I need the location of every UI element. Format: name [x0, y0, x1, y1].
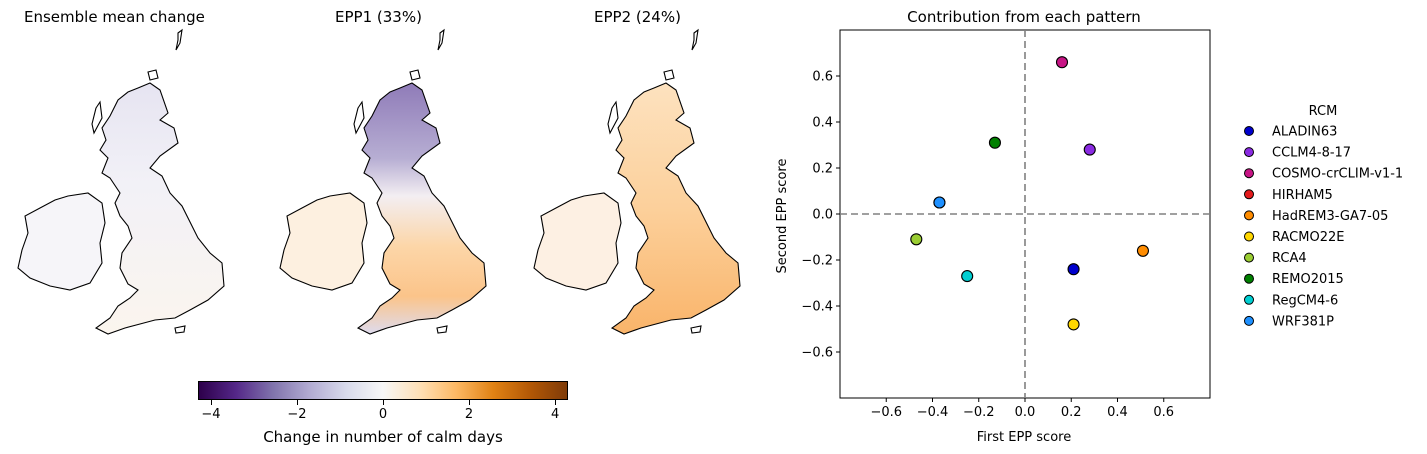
- point-aladin63: [1067, 263, 1080, 276]
- ireland-shape: [279, 192, 368, 291]
- legend-label-cosmo-crclim-v1-1: COSMO-crCLIM-v1-1: [1272, 167, 1403, 182]
- x-tick-label: −0.6: [870, 405, 902, 420]
- colorbar-tick-label: 0: [378, 407, 388, 422]
- x-tick-label: 0.2: [1061, 405, 1082, 420]
- legend-marker-regcm4-6: [1244, 294, 1254, 305]
- point-wrf381p: [933, 196, 946, 209]
- y-tick-label: 0.0: [812, 208, 833, 223]
- colorbar-gradient: [198, 381, 568, 400]
- x-tick-label: −0.4: [917, 405, 949, 420]
- y-tick-label: −0.4: [801, 300, 833, 315]
- colorbar-tick: [296, 400, 298, 405]
- map-title-epp2: EPP2 (24%): [594, 8, 681, 26]
- colorbar-tick-label: 2: [464, 407, 474, 422]
- x-tick-label: 0.6: [1153, 405, 1174, 420]
- y-tick-label: −0.6: [801, 346, 833, 361]
- legend-marker-cosmo-crclim-v1-1: [1244, 168, 1254, 179]
- x-tick-label: 0.4: [1107, 405, 1128, 420]
- legend-label-wrf381p: WRF381P: [1272, 314, 1334, 329]
- chart-title: Contribution from each pattern: [907, 8, 1141, 26]
- y-tick-label: 0.4: [812, 116, 833, 131]
- colorbar-label: Change in number of calm days: [263, 428, 503, 446]
- legend-label-cclm4-8-17: CCLM4-8-17: [1272, 146, 1351, 161]
- iow-shape: [690, 325, 702, 334]
- y-tick-label: 0.6: [812, 70, 833, 85]
- point-cosmo-crclim-v1-1: [1055, 56, 1069, 69]
- point-hadrem3-ga7-05: [1136, 244, 1149, 257]
- ireland-shape: [17, 192, 106, 291]
- legend-marker-hadrem3-ga7-05: [1244, 210, 1254, 221]
- colorbar-tick-label: −4: [201, 407, 221, 422]
- orkney-shape: [409, 69, 421, 81]
- uk-mainland-shape: [610, 82, 741, 335]
- colorbar-tick: [383, 400, 384, 405]
- legend-marker-aladin63: [1244, 126, 1254, 136]
- legend-label-remo2015: REMO2015: [1272, 272, 1344, 287]
- uk-mainland-shape: [94, 82, 225, 335]
- map-title-epp1: EPP1 (33%): [335, 8, 422, 26]
- legend-marker-racmo22e: [1244, 231, 1254, 242]
- legend-marker-remo2015: [1244, 273, 1254, 284]
- legend-marker-wrf381p: [1244, 315, 1254, 326]
- legend-marker-cclm4-8-17: [1244, 147, 1254, 158]
- map-title-ensemble-mean: Ensemble mean change: [24, 8, 205, 26]
- uk-mainland-shape: [356, 82, 487, 335]
- map-epp1: [279, 28, 487, 335]
- ireland-shape: [533, 192, 622, 291]
- hebrides-shape: [91, 100, 103, 135]
- legend-label-aladin63: ALADIN63: [1272, 125, 1337, 140]
- legend-label-hirham5: HIRHAM5: [1272, 188, 1333, 203]
- legend-title: RCM: [1309, 104, 1338, 119]
- scatter-chart: Contribution from each pattern −0.6 −0.4−…: [775, 8, 1403, 445]
- x-tick-label: −0.2: [963, 405, 995, 420]
- point-racmo22e: [1067, 318, 1080, 331]
- shetland-shape: [175, 28, 183, 51]
- hebrides-shape: [607, 100, 619, 135]
- point-regcm4-6: [961, 270, 974, 283]
- map-ensemble-mean: [17, 28, 225, 335]
- point-remo2015: [988, 136, 1001, 149]
- orkney-shape: [147, 69, 159, 81]
- x-axis-label: First EPP score: [977, 430, 1071, 445]
- colorbar-tick: [210, 400, 212, 405]
- colorbar: −4 −2 0 2 4 Change in number of calm days: [198, 381, 568, 446]
- colorbar-tick-label: 4: [550, 407, 560, 422]
- legend-marker-rca4: [1244, 252, 1254, 263]
- map-epp2: [533, 28, 741, 335]
- x-tick-label: 0.0: [1015, 405, 1036, 420]
- colorbar-tick: [555, 400, 557, 405]
- shetland-shape: [691, 28, 699, 51]
- colorbar-tick: [469, 400, 471, 405]
- point-rca4: [910, 233, 923, 246]
- legend-label-racmo22e: RACMO22E: [1272, 230, 1344, 245]
- hebrides-shape: [353, 100, 365, 135]
- point-cclm4-8-17: [1083, 143, 1096, 156]
- orkney-shape: [663, 69, 675, 81]
- colorbar-tick-label: −2: [287, 407, 307, 422]
- shetland-shape: [437, 28, 445, 51]
- legend-label-regcm4-6: RegCM4-6: [1272, 293, 1338, 308]
- legend-label-hadrem3-ga7-05: HadREM3-GA7-05: [1272, 209, 1388, 224]
- iow-shape: [436, 325, 448, 334]
- y-axis-label: Second EPP score: [775, 159, 790, 274]
- y-tick-label: −0.2: [801, 254, 833, 269]
- iow-shape: [174, 325, 186, 334]
- y-tick-label: 0.2: [812, 162, 833, 177]
- legend-label-rca4: RCA4: [1272, 251, 1307, 266]
- legend-marker-hirham5: [1244, 189, 1254, 200]
